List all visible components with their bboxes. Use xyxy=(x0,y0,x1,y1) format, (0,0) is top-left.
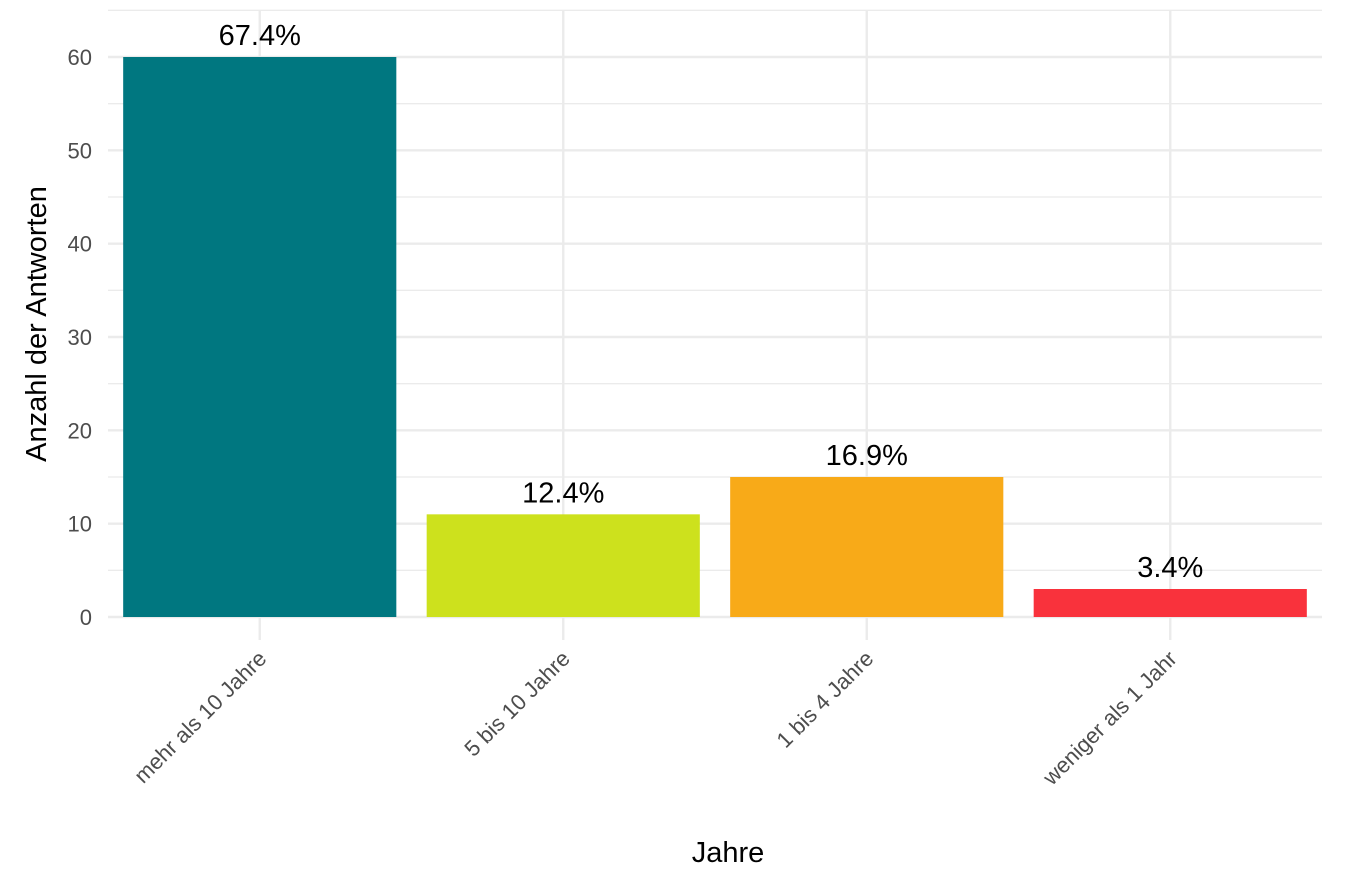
bar-value-label: 16.9% xyxy=(826,440,908,472)
bar xyxy=(426,514,700,617)
y-tick-label: 60 xyxy=(68,45,92,70)
y-tick-label: 50 xyxy=(68,138,92,163)
bar xyxy=(123,57,397,617)
x-tick-label: mehr als 10 Jahre xyxy=(129,646,271,788)
bar xyxy=(1033,589,1307,617)
bar-value-label: 3.4% xyxy=(1137,552,1203,584)
y-tick-label: 40 xyxy=(68,232,92,257)
bar-value-labels: 67.4% 12.4% 16.9% 3.4% xyxy=(219,20,1204,584)
bar-value-label: 12.4% xyxy=(522,477,604,509)
y-axis-title: Anzahl der Antworten xyxy=(21,186,53,462)
bars xyxy=(123,57,1307,617)
y-tick-label: 30 xyxy=(68,325,92,350)
bar-value-label: 67.4% xyxy=(219,20,301,52)
x-tick-label: 1 bis 4 Jahre xyxy=(772,646,879,753)
y-axis-ticks: 0 10 20 30 40 50 60 xyxy=(68,45,92,630)
x-axis-title: Jahre xyxy=(692,837,765,869)
bar xyxy=(730,477,1004,617)
x-tick-label: weniger als 1 Jahr xyxy=(1037,646,1182,791)
x-axis-ticks: mehr als 10 Jahre 5 bis 10 Jahre 1 bis 4 J… xyxy=(129,646,1182,791)
x-tick-label: 5 bis 10 Jahre xyxy=(459,646,574,761)
y-tick-label: 10 xyxy=(68,512,92,537)
y-tick-label: 20 xyxy=(68,418,92,443)
y-tick-label: 0 xyxy=(80,605,92,630)
